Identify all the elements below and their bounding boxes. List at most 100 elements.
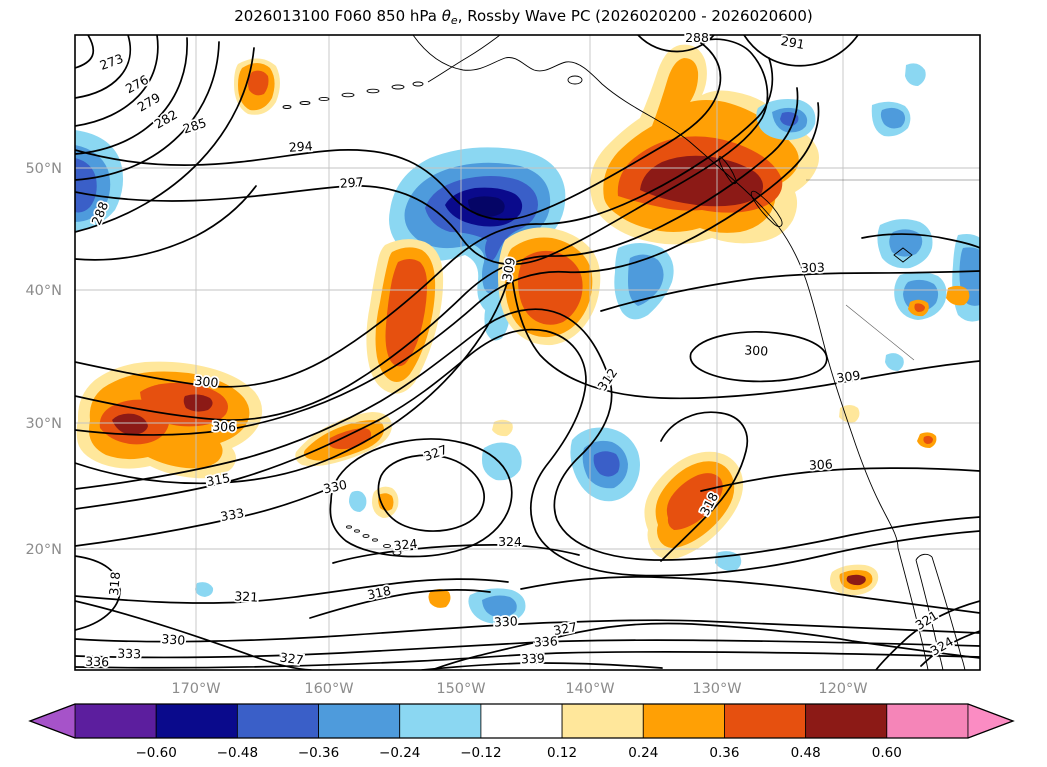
contour-line (75, 35, 159, 127)
x-axis-labels: 170°W 160°W 150°W 140°W 130°W 120°W (171, 681, 867, 697)
anomaly-patch (839, 405, 860, 423)
coastline (412, 35, 899, 549)
coastline (354, 529, 360, 533)
colorbar-tick-label: −0.48 (217, 745, 258, 761)
colorbar-right-arrow (967, 703, 1015, 739)
anomaly-patch (880, 107, 906, 129)
anomaly-patch (140, 382, 228, 427)
contour-line (75, 600, 312, 670)
contour-label: 321 (234, 588, 259, 604)
coastline (893, 247, 913, 263)
coastline (915, 559, 944, 670)
coastline (392, 550, 402, 556)
anomaly-patch (183, 394, 213, 412)
contour-label: 336 (533, 633, 558, 649)
contour-line (431, 622, 980, 670)
contour-lines (75, 35, 980, 670)
contour-label: 339 (521, 651, 545, 667)
contour-line (75, 35, 132, 99)
anomaly-patch (349, 490, 367, 512)
coastline (391, 84, 405, 90)
contour-label: 324 (393, 536, 418, 553)
colorbar-tick-label: −0.12 (460, 745, 501, 761)
coastline (318, 96, 330, 102)
contour-label: 273 (98, 51, 126, 73)
x-axis-tick-label: 170°W (171, 681, 220, 697)
contour-line (309, 589, 491, 619)
contour-label: 309 (836, 367, 862, 385)
contour-label: 321 (913, 608, 941, 633)
colorbar-segment (155, 703, 238, 739)
x-axis-tick-label: 140°W (565, 681, 614, 697)
contour-label: 327 (279, 649, 305, 667)
colorbar-segment (724, 703, 807, 739)
colorbar-segment (399, 703, 482, 739)
title-theta-symbol: θ (441, 7, 451, 25)
coastline (372, 538, 378, 542)
contour-label: 333 (219, 505, 245, 524)
map-frame (74, 34, 981, 671)
contour-line (75, 578, 509, 604)
anomaly-patch (628, 254, 664, 306)
contour-label: 318 (106, 571, 123, 596)
y-axis-tick-label: 20°N (25, 542, 62, 558)
contour-label: 324 (498, 534, 522, 549)
contour-line (421, 662, 663, 670)
contour-line (700, 467, 980, 492)
colorbar-tick-label: −0.60 (135, 745, 176, 761)
colorbar-segment (480, 703, 563, 739)
colorbar-outline (28, 703, 1015, 739)
colorbar-left-arrow (28, 703, 76, 739)
coastline (341, 92, 355, 98)
contour-label: 309 (499, 256, 518, 282)
colorbar-segment (236, 703, 319, 739)
contour-label: 279 (135, 90, 163, 115)
coastlines (282, 35, 980, 670)
contour-line (75, 185, 257, 261)
contour-label: 300 (744, 342, 769, 358)
x-axis-tick-label: 160°W (304, 681, 353, 697)
anomaly-patch (428, 589, 451, 608)
contour-line (75, 35, 95, 69)
colorbar-segment (642, 703, 725, 739)
contour-line (75, 38, 769, 265)
coastline (567, 75, 583, 85)
anomaly-patch (385, 259, 428, 367)
contour-label: 315 (205, 470, 231, 489)
colorbar-tick-label: 0.60 (872, 745, 902, 761)
contour-line (75, 37, 188, 155)
colorbar-segment (886, 703, 969, 739)
contour-label: 330 (493, 613, 518, 629)
contour-line (520, 576, 980, 614)
contour-line (875, 600, 980, 670)
contour-line (75, 47, 255, 233)
x-axis-tick-label: 120°W (818, 681, 867, 697)
contour-label: 300 (194, 373, 219, 390)
coastline (282, 105, 292, 109)
colorbar-tick-label: −0.36 (298, 745, 339, 761)
contour-label: 288 (685, 30, 709, 45)
anomaly-patch (492, 419, 513, 437)
contour-label: 276 (123, 72, 151, 96)
colorbar-segment (318, 703, 401, 739)
coastline (931, 556, 966, 670)
coastline (383, 543, 391, 549)
contour-line (75, 639, 980, 659)
anomaly-patch (248, 70, 269, 96)
contour-line (861, 233, 980, 249)
contour-label: 297 (339, 174, 364, 191)
contour-line (75, 36, 722, 221)
anomaly-patch (482, 595, 517, 618)
colorbar-tick-label: 0.12 (547, 745, 577, 761)
coastline (915, 553, 933, 561)
coastline (346, 525, 352, 529)
title-part2: , Rossby Wave PC (2026020200 - 202602060… (457, 7, 813, 25)
contour-label: 333 (117, 646, 141, 662)
coastline (750, 190, 783, 227)
anomaly-patch (518, 250, 583, 325)
colorbar-segment (805, 703, 888, 739)
anomaly-patch (468, 196, 505, 217)
anomaly-patch (112, 413, 148, 435)
colorbar-tick-label: 0.36 (709, 745, 739, 761)
x-axis-tick-label: 130°W (692, 681, 741, 697)
